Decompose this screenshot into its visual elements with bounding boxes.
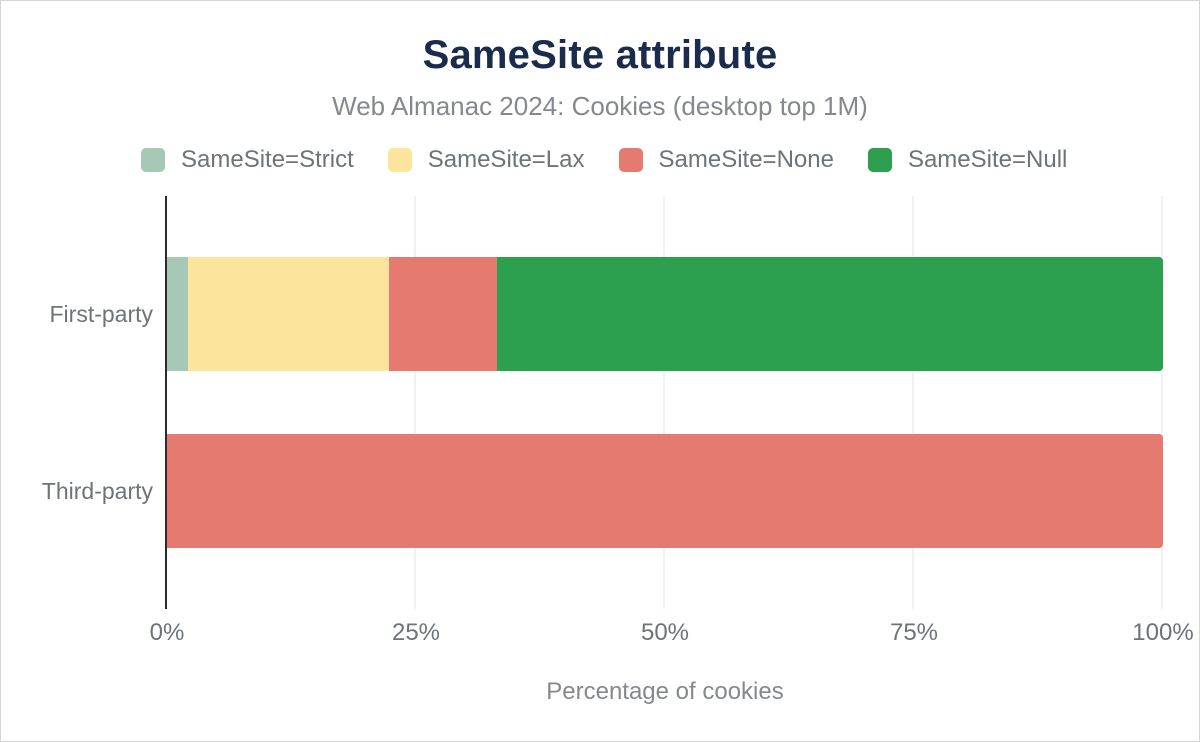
legend-label: SameSite=Null [907, 146, 1068, 173]
x-tick-label: 100% [1132, 619, 1194, 646]
x-tick-label: 25% [391, 619, 441, 646]
y-axis-line [165, 196, 167, 609]
bar-segment [167, 257, 188, 371]
x-tick-label: 0% [149, 619, 185, 646]
legend-item-3: SameSite=None [618, 146, 834, 174]
category-label: First-party [49, 301, 154, 327]
category-label: Third-party [41, 478, 153, 504]
legend-swatch-icon [141, 148, 165, 172]
gridline [912, 196, 914, 609]
legend-item-2: SameSite=Lax [387, 146, 585, 174]
legend-swatch-icon [387, 148, 412, 172]
legend-label: SameSite=Lax [427, 146, 585, 173]
bar-segment [389, 257, 497, 371]
legend-swatch-icon [867, 148, 892, 172]
legend-item-4: SameSite=Null [867, 146, 1068, 174]
legend-label: SameSite=None [658, 146, 834, 173]
x-tick-label: 75% [889, 619, 939, 646]
bar-segment [167, 434, 1163, 548]
legend-swatch-icon [618, 148, 643, 172]
legend-label: SameSite=Strict [181, 146, 354, 173]
plot-area [165, 196, 1163, 609]
x-axis-title: Percentage of cookies [546, 678, 784, 705]
chart-title: SameSite attribute [422, 33, 778, 77]
gridline [1161, 196, 1163, 609]
bar-row [167, 257, 1163, 371]
bar-row [167, 434, 1163, 548]
x-tick-label: 50% [640, 619, 690, 646]
chart-subtitle: Web Almanac 2024: Cookies (desktop top 1… [332, 91, 868, 121]
gridline [663, 196, 665, 609]
gridline [414, 196, 416, 609]
legend-item-1: SameSite=Strict [141, 146, 354, 174]
bar-segment [496, 257, 1163, 371]
legend: SameSite=Strict SameSite=Lax SameSite=None… [141, 146, 1067, 174]
bar-segment [187, 257, 390, 371]
